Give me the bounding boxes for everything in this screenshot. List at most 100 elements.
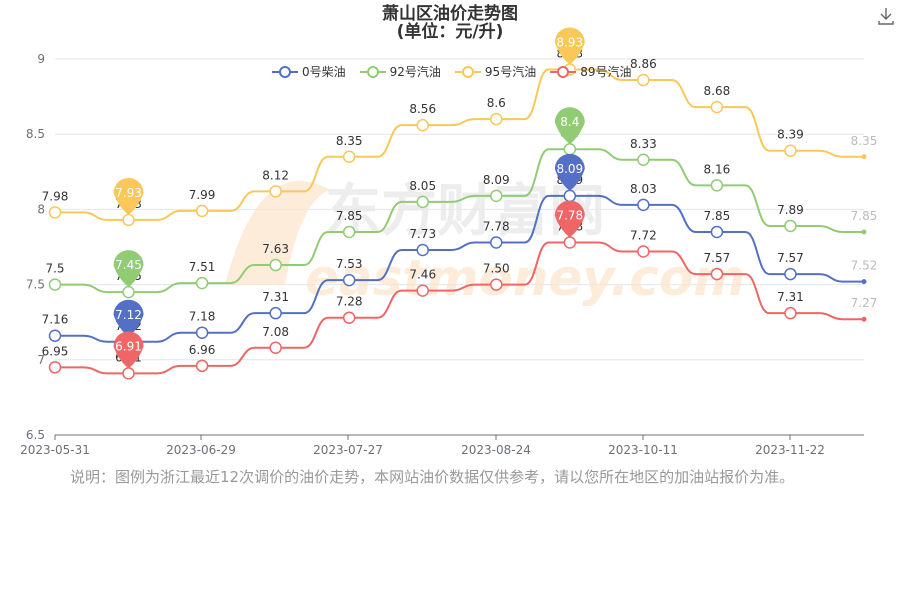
data-point (563, 142, 577, 156)
data-point (416, 284, 429, 297)
data-label: 8.6 (487, 96, 506, 110)
series-line-1 (55, 148, 864, 294)
grid-lines (55, 58, 864, 361)
axes: 6.5 7 7.5 8 8.5 9 2023-05-31 2023-06-29 2023-07-… (20, 52, 864, 457)
data-label: 7.85 (704, 209, 731, 223)
data-point (195, 204, 209, 218)
data-point (710, 179, 724, 192)
pin-label: 7.93 (115, 186, 142, 200)
x-tick-label: 2023-07-27 (313, 443, 383, 457)
data-label: 8.16 (704, 162, 731, 176)
chart-note: 说明：图例为浙江最近12次调价的油价走势，本网站油价数据仅供参考，请以您所在地区… (70, 468, 795, 486)
data-point (563, 189, 577, 203)
legend-item-gasoline-95[interactable]: 95号汽油 (454, 63, 537, 80)
pin-marker: 8.93 (554, 27, 585, 65)
data-point (784, 267, 797, 281)
data-point (637, 245, 650, 258)
chart-title: 萧山区油价走势图 (382, 4, 518, 24)
x-tick-label: 2023-11-22 (755, 443, 825, 457)
pin-marker: 7.45 (113, 250, 144, 288)
legend-item-gasoline-92[interactable]: 92号汽油 (359, 63, 441, 80)
data-point (784, 306, 797, 320)
data-label: 7.73 (409, 227, 436, 241)
data-point (416, 195, 429, 209)
data-point (269, 306, 282, 320)
data-point (490, 278, 503, 291)
pin-label: 8.93 (556, 36, 583, 50)
data-point (490, 236, 503, 249)
data-point (195, 276, 209, 290)
legend-item-gasoline-89[interactable]: 89号汽油 (550, 63, 631, 80)
data-point-end (861, 154, 867, 160)
series-line-3 (55, 241, 864, 375)
pin-marker: 8.09 (554, 153, 585, 191)
pin-shape (554, 200, 585, 238)
data-label: 6.96 (189, 343, 216, 357)
pin-marker: 8.4 (554, 107, 585, 145)
data-point (48, 278, 62, 291)
data-label: 7.98 (42, 189, 69, 203)
data-point (342, 273, 356, 287)
data-point (342, 311, 356, 324)
data-point (269, 341, 282, 355)
data-point (342, 225, 356, 239)
y-tick-label: 8.5 (26, 127, 45, 141)
legend-item-diesel-0[interactable]: 0号柴油 (272, 63, 346, 80)
data-label: 8.05 (409, 179, 436, 193)
data-point-end (861, 229, 867, 235)
chart-subtitle: (单位：元/升) (396, 22, 504, 42)
data-point (710, 267, 724, 281)
pin-shape (554, 27, 585, 65)
download-icon[interactable] (876, 6, 896, 26)
data-label: 8.09 (483, 173, 510, 187)
data-point (48, 206, 62, 219)
data-point (195, 359, 209, 373)
pin-marker: 6.91 (113, 331, 144, 369)
pin-label: 6.91 (115, 339, 142, 353)
pin-shape (554, 153, 585, 191)
x-tick-label: 2023-10-11 (608, 443, 678, 457)
data-label: 7.28 (336, 295, 363, 309)
pin-shape (113, 177, 144, 215)
data-label: 8.56 (409, 102, 436, 116)
data-label: 7.72 (630, 229, 657, 243)
data-point (490, 112, 503, 126)
data-label: 7.78 (483, 219, 510, 233)
data-point (416, 118, 429, 132)
data-label: 8.86 (630, 57, 657, 71)
data-label: 7.16 (42, 313, 69, 327)
series-line-2 (55, 68, 864, 221)
data-label: 7.27 (851, 296, 878, 310)
data-label: 7.99 (189, 188, 216, 202)
data-point (563, 236, 577, 249)
pin-label: 8.09 (556, 162, 583, 176)
data-label: 7.46 (409, 268, 436, 282)
data-point (122, 367, 135, 380)
pin-marker: 7.78 (554, 200, 585, 238)
y-tick-label: 7.5 (26, 278, 45, 292)
data-label: 7.53 (336, 257, 363, 271)
y-tick-label: 8 (37, 202, 45, 216)
data-point (269, 258, 282, 272)
data-point (710, 100, 724, 114)
data-point (48, 361, 62, 374)
data-point (342, 150, 356, 164)
watermark-en: eastmoney.com (305, 249, 745, 307)
legend-label: 95号汽油 (484, 65, 537, 79)
data-label: 8.12 (262, 168, 289, 182)
x-tick-label: 2023-06-29 (166, 443, 236, 457)
data-point (122, 213, 135, 227)
pin-marker: 7.12 (113, 299, 144, 337)
data-label: 7.57 (777, 251, 804, 265)
data-point (122, 285, 135, 299)
data-label: 7.57 (704, 251, 731, 265)
watermark-logo (225, 180, 330, 285)
data-label: 7.31 (262, 290, 289, 304)
data-point (48, 329, 62, 342)
data-point (269, 185, 282, 198)
data-label: 7.50 (483, 262, 510, 276)
data-label: 8.68 (704, 84, 731, 98)
data-point-end (861, 279, 867, 285)
data-label: 8.35 (336, 134, 363, 148)
